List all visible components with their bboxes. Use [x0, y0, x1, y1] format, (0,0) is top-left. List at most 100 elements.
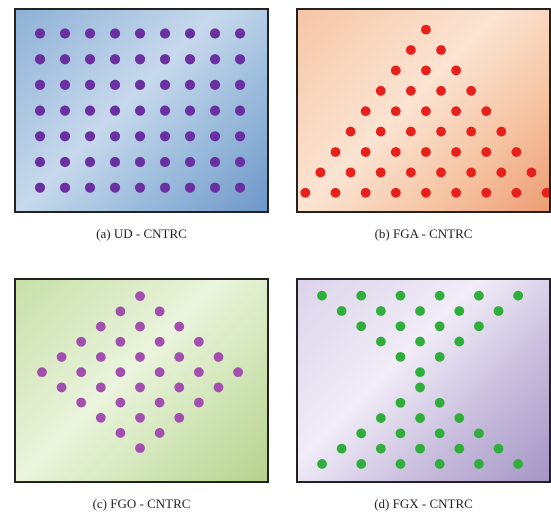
- cnt-dot: [451, 106, 462, 117]
- panel-ud-cntrc: [14, 8, 269, 213]
- cnt-dot: [59, 131, 71, 142]
- cnt-dot: [390, 106, 401, 117]
- cnt-dot: [375, 443, 386, 454]
- cnt-dot: [233, 367, 243, 378]
- cnt-dot: [56, 382, 67, 393]
- cnt-dot: [415, 306, 425, 316]
- cnt-dot: [135, 321, 145, 332]
- cnt-dot: [193, 397, 204, 408]
- panel-fgo-cntrc: [14, 278, 269, 483]
- cnt-dot: [390, 147, 401, 157]
- cnt-dot: [434, 351, 445, 362]
- cnt-dot: [184, 79, 196, 91]
- cnt-dot: [209, 54, 221, 65]
- cnt-dot: [59, 156, 71, 168]
- cnt-dot: [159, 105, 171, 116]
- cnt-dot: [234, 105, 246, 116]
- cnt-dot: [395, 351, 406, 362]
- cnt-dot: [395, 321, 406, 332]
- cnt-dot: [454, 336, 465, 347]
- caption-fgx-cntrc: (d) FGX - CNTRC: [374, 496, 473, 511]
- cnt-dot: [154, 336, 165, 347]
- cnt-dot: [159, 182, 171, 193]
- cnt-dot: [415, 367, 425, 378]
- cnt-dot: [34, 28, 46, 39]
- cnt-dot: [209, 79, 221, 91]
- cnt-dot: [356, 459, 367, 469]
- cnt-distribution-ud: [34, 28, 246, 193]
- cnt-dot: [300, 187, 311, 198]
- cnt-dot: [184, 105, 196, 116]
- cnt-dot: [451, 147, 462, 157]
- cnt-dot: [159, 79, 171, 91]
- cnt-dot: [159, 54, 171, 65]
- cnt-dot: [34, 156, 46, 168]
- cnt-dot: [436, 167, 446, 178]
- cnt-dot: [193, 336, 204, 347]
- cnt-dot: [375, 167, 386, 178]
- cnt-dot: [84, 156, 96, 168]
- cnt-dot: [395, 397, 406, 408]
- cnt-dot: [434, 321, 445, 332]
- cnt-dot: [526, 167, 537, 178]
- cnt-dot: [336, 443, 347, 454]
- cnt-dot: [159, 28, 171, 39]
- panel-fgx-cntrc: [296, 278, 551, 483]
- cnt-dot: [34, 131, 46, 142]
- cnt-dot: [330, 147, 341, 157]
- cnt-dot: [134, 28, 146, 39]
- cnt-dot: [454, 413, 465, 423]
- cnt-dot: [473, 428, 484, 439]
- cnt-dot: [134, 131, 146, 142]
- cnt-dot: [174, 352, 185, 362]
- cnt-dot: [234, 79, 246, 91]
- cnt-dot: [496, 126, 507, 137]
- cnt-dot: [421, 65, 431, 76]
- cnt-dot: [436, 126, 446, 137]
- cnt-dot: [115, 367, 126, 378]
- cnt-dot: [415, 382, 425, 393]
- cnt-dot: [541, 187, 549, 198]
- cnt-dot: [209, 156, 221, 168]
- cnt-dot: [315, 167, 326, 178]
- cnt-dot: [115, 306, 126, 317]
- cnt-dot: [213, 382, 224, 393]
- cnt-dot: [154, 397, 165, 408]
- cnt-dot: [493, 306, 504, 316]
- cnt-dot: [135, 352, 145, 362]
- cnt-dot: [356, 290, 367, 301]
- cnt-dot: [421, 106, 431, 117]
- cnt-dot: [345, 126, 356, 137]
- cnt-dot: [317, 290, 327, 301]
- cnt-dot: [496, 167, 507, 178]
- cnt-dot: [115, 397, 126, 408]
- cnt-dot: [513, 459, 524, 469]
- cnt-dot: [135, 382, 145, 393]
- cnt-dot: [330, 187, 341, 198]
- cnt-dot: [95, 382, 106, 393]
- cnt-dot: [473, 459, 484, 469]
- cnt-dot: [421, 187, 431, 198]
- cnt-distribution-fga: [300, 24, 549, 198]
- cnt-dot: [390, 65, 401, 76]
- cnt-dot: [375, 85, 386, 96]
- cnt-dot: [135, 412, 145, 423]
- cnt-dot: [466, 85, 477, 96]
- cnt-dot: [193, 367, 204, 378]
- cnt-dot: [466, 126, 477, 137]
- cnt-dot: [184, 54, 196, 65]
- cnt-dot: [451, 187, 462, 198]
- cnt-dot: [109, 156, 121, 168]
- cnt-dot: [375, 413, 386, 423]
- cnt-dot: [135, 291, 145, 302]
- cnt-dot: [56, 352, 67, 362]
- cnt-dot: [34, 182, 46, 193]
- cnt-dot: [159, 131, 171, 142]
- cnt-dot: [59, 28, 71, 39]
- cnt-dot: [415, 443, 425, 454]
- cnt-dot: [395, 290, 406, 301]
- cnt-dot: [159, 156, 171, 168]
- cnt-dot: [174, 382, 185, 393]
- cnt-dot: [174, 412, 185, 423]
- cnt-dot: [395, 459, 406, 469]
